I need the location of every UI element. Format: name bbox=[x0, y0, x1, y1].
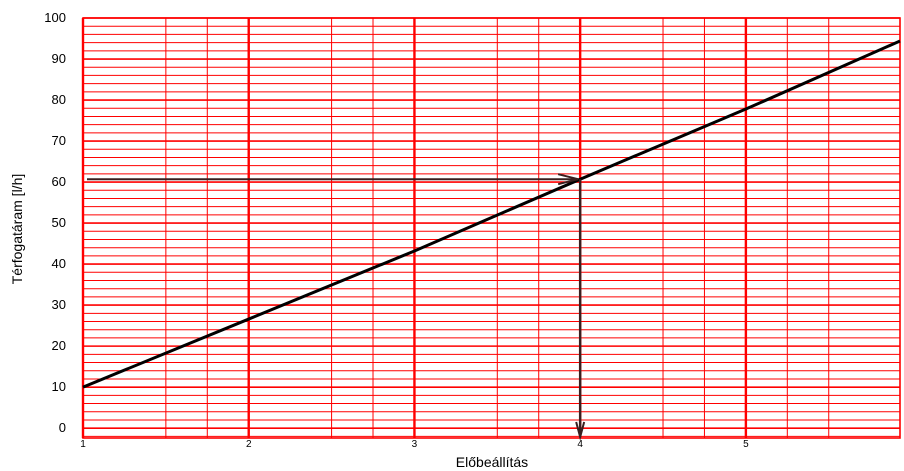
series-line bbox=[82, 39, 901, 389]
x-tick-label: 2 bbox=[246, 439, 252, 450]
y-tick-label: 50 bbox=[52, 215, 66, 230]
x-tick-label: 4 bbox=[577, 439, 583, 450]
y-tick-label: 30 bbox=[52, 297, 66, 312]
y-tick-label: 0 bbox=[59, 420, 66, 435]
major-grid bbox=[81, 17, 901, 439]
x-tick-labels: 1 2 3 4 5 bbox=[80, 439, 749, 450]
y-tick-label: 90 bbox=[52, 51, 66, 66]
y-tick-label: 80 bbox=[52, 92, 66, 107]
y-tick-labels: 0 10 20 30 40 50 60 70 80 90 100 bbox=[44, 10, 66, 435]
x-tick-label: 1 bbox=[80, 439, 86, 450]
y-tick-label: 20 bbox=[52, 338, 66, 353]
vertical-arrow-head bbox=[575, 421, 586, 441]
horizontal-arrow-head bbox=[557, 173, 579, 186]
y-tick-label: 100 bbox=[44, 10, 66, 25]
x-tick-label: 5 bbox=[743, 439, 749, 450]
plot-frame bbox=[82, 17, 901, 439]
y-tick-label: 70 bbox=[52, 133, 66, 148]
y-tick-label: 60 bbox=[52, 174, 66, 189]
y-tick-label: 10 bbox=[52, 379, 66, 394]
minor-grid bbox=[83, 18, 900, 438]
series-layer bbox=[82, 39, 901, 389]
annotation-layer bbox=[87, 173, 586, 441]
x-axis-label: Előbeállítás bbox=[456, 454, 528, 470]
y-tick-label: 40 bbox=[52, 256, 66, 271]
y-axis-label: Térfogatáram [l/h] bbox=[9, 174, 25, 285]
x-tick-label: 3 bbox=[412, 439, 418, 450]
